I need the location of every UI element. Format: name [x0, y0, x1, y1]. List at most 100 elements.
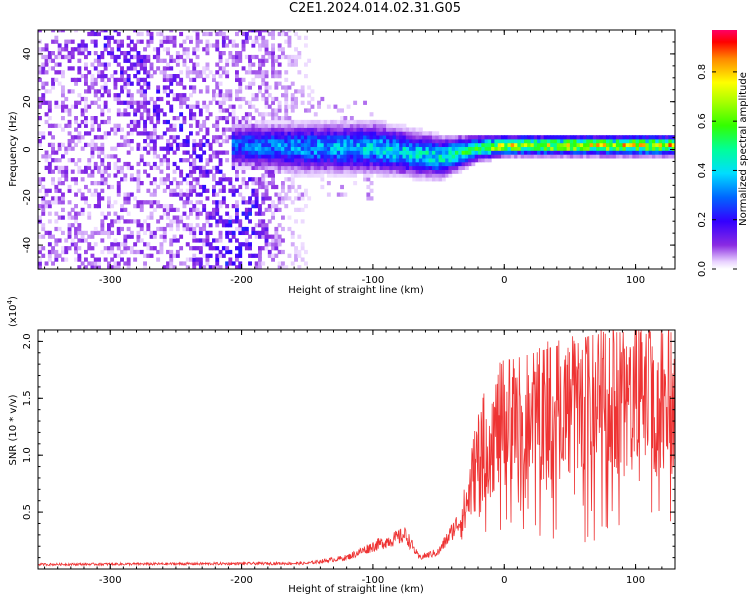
heatmap-cell	[97, 58, 101, 63]
heatmap-cell	[152, 181, 157, 186]
heatmap-cell	[126, 211, 131, 216]
heatmap-cell	[215, 192, 220, 197]
heatmap-cell	[527, 139, 532, 144]
heatmap-cell	[497, 142, 502, 148]
heatmap-cell	[139, 146, 144, 151]
heatmap-cell	[281, 47, 285, 52]
heatmap-cell	[336, 119, 341, 125]
heatmap-cell	[343, 158, 348, 163]
heatmap-cell	[169, 89, 174, 94]
heatmap-cell	[583, 139, 587, 144]
heatmap-cell	[139, 89, 144, 94]
heatmap-cell	[129, 39, 134, 44]
heatmap-cell	[120, 135, 124, 140]
heatmap-cell	[195, 39, 200, 44]
heatmap-cell	[90, 39, 95, 44]
heatmap-cell	[261, 154, 266, 159]
heatmap-cell	[307, 150, 312, 155]
heatmap-cell	[100, 223, 105, 228]
heatmap-cell	[169, 253, 174, 258]
heatmap-cell	[152, 192, 157, 197]
heatmap-cell	[238, 150, 243, 155]
heatmap-cell	[468, 150, 472, 155]
heatmap-cell	[553, 139, 558, 144]
heatmap-cell	[175, 192, 180, 197]
heatmap-cell	[287, 226, 292, 232]
heatmap-cell	[428, 158, 433, 163]
heatmap-cell	[143, 131, 147, 136]
heatmap-cell	[359, 142, 364, 148]
heatmap-cell	[277, 139, 282, 144]
heatmap-cell	[97, 261, 101, 266]
heatmap-cell	[258, 58, 262, 63]
heatmap-cell	[264, 139, 269, 144]
heatmap-cell	[441, 169, 446, 174]
heatmap-cell	[51, 249, 55, 255]
heatmap-cell	[221, 177, 226, 182]
heatmap-cell	[455, 135, 459, 140]
heatmap-cell	[340, 161, 344, 167]
heatmap-cell	[41, 85, 46, 90]
heatmap-cell	[258, 211, 262, 216]
heatmap-cell	[149, 234, 154, 239]
heatmap-cell	[84, 265, 88, 269]
heatmap-cell	[215, 181, 220, 186]
heatmap-cell	[330, 135, 335, 140]
heatmap-cell	[258, 207, 262, 213]
heatmap-cell	[179, 173, 184, 178]
heatmap-cell	[290, 139, 295, 144]
heatmap-cell	[323, 139, 328, 144]
heatmap-cell	[307, 58, 312, 63]
heatmap-cell	[290, 200, 295, 205]
heatmap-cell	[671, 154, 675, 159]
heatmap-cell	[156, 96, 161, 102]
heatmap-cell	[77, 253, 82, 258]
heatmap-cell	[313, 123, 318, 128]
heatmap-cell	[136, 131, 141, 136]
heatmap-cell	[166, 66, 170, 71]
heatmap-cell	[235, 207, 239, 213]
heatmap-cell	[317, 169, 321, 174]
heatmap-cell	[372, 142, 377, 148]
heatmap-cell	[254, 35, 259, 40]
heatmap-cell	[271, 146, 275, 151]
heatmap-cell	[231, 108, 236, 113]
heatmap-cell	[57, 158, 62, 163]
heatmap-cell	[113, 261, 118, 266]
heatmap-cell	[54, 211, 59, 216]
heatmap-cell	[74, 204, 78, 209]
heatmap-cell	[212, 74, 216, 79]
heatmap-cell	[228, 177, 233, 182]
heatmap-cell	[169, 257, 174, 262]
heatmap-cell	[228, 230, 233, 236]
heatmap-cell	[195, 177, 200, 182]
heatmap-cell	[530, 150, 535, 155]
heatmap-cell	[284, 158, 289, 163]
heatmap-cell	[74, 77, 78, 83]
heatmap-cell	[235, 70, 239, 75]
heatmap-cell	[80, 261, 85, 266]
heatmap-cell	[330, 165, 335, 171]
heatmap-cell	[297, 146, 302, 151]
heatmap-cell	[67, 89, 72, 94]
heatmap-cell	[61, 100, 65, 105]
heatmap-cell	[251, 177, 256, 182]
heatmap-cell	[264, 127, 269, 132]
heatmap-cell	[267, 119, 272, 125]
heatmap-cell	[143, 127, 147, 132]
heatmap-cell	[212, 43, 216, 48]
heatmap-cell	[504, 154, 509, 159]
heatmap-cell	[415, 177, 420, 182]
heatmap-cell	[120, 257, 124, 262]
heatmap-cell	[166, 211, 170, 216]
heatmap-cell	[172, 161, 177, 167]
heatmap-cell	[379, 146, 384, 151]
heatmap-cell	[179, 192, 184, 197]
heatmap-cell	[202, 142, 207, 148]
heatmap-cell	[504, 135, 509, 140]
heatmap-cell	[320, 139, 325, 144]
heatmap-cell	[658, 146, 663, 151]
heatmap-cell	[356, 154, 361, 159]
heatmap-cell	[189, 161, 193, 167]
heatmap-cell	[248, 196, 252, 201]
